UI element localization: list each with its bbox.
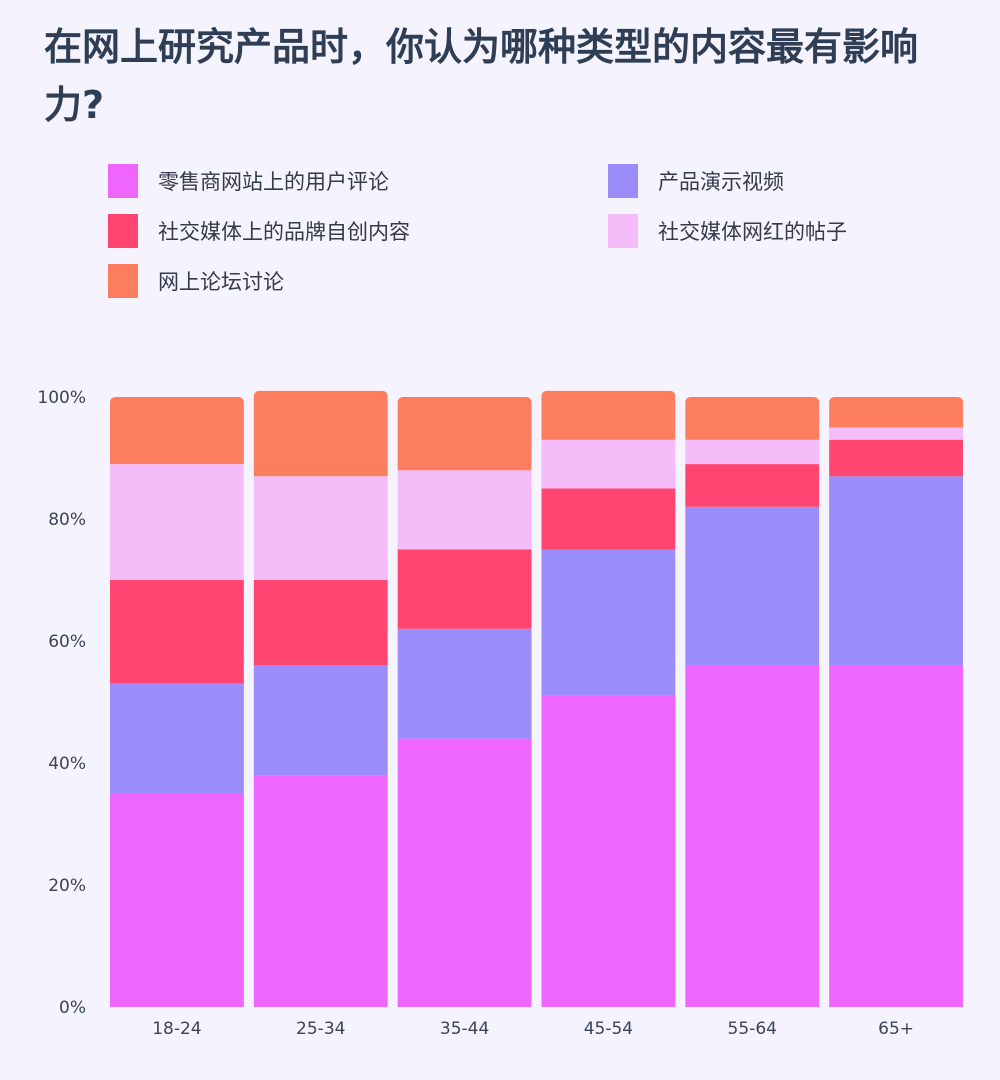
bar-segment[interactable] [253, 775, 388, 1007]
x-tick-label: 25-34 [296, 1019, 345, 1039]
legend-swatch [608, 214, 638, 248]
y-tick-label: 80% [48, 510, 86, 530]
bar-segment[interactable] [397, 549, 532, 629]
bar-segment[interactable] [253, 476, 388, 580]
legend-swatch [108, 264, 138, 298]
legend: 零售商网站上的用户评论 产品演示视频 社交媒体上的品牌自创内容 社交媒体网红的帖… [108, 160, 968, 310]
bar-segment[interactable] [253, 580, 388, 666]
legend-item-brand-content[interactable]: 社交媒体上的品牌自创内容 [108, 214, 410, 248]
bar-segment[interactable] [397, 628, 532, 739]
bar-segment[interactable] [685, 439, 820, 465]
legend-swatch [108, 214, 138, 248]
bar-segment[interactable] [685, 464, 820, 507]
legend-label: 社交媒体网红的帖子 [658, 220, 847, 244]
bar-segment[interactable] [829, 476, 963, 666]
y-tick-label: 0% [59, 998, 86, 1018]
bar-stack-18-24 [110, 397, 244, 1007]
bar-stack-55-64 [685, 397, 820, 1007]
legend-label: 产品演示视频 [658, 170, 784, 194]
legend-item-forum-discussions[interactable]: 网上论坛讨论 [108, 264, 284, 298]
bar-segment[interactable] [253, 665, 388, 776]
legend-item-influencer-posts[interactable]: 社交媒体网红的帖子 [608, 214, 847, 248]
x-tick-label: 35-44 [440, 1019, 489, 1039]
bar-segment[interactable] [110, 580, 244, 684]
bar-segment[interactable] [110, 683, 244, 794]
x-tick-label: 45-54 [584, 1019, 633, 1039]
bar-segment[interactable] [829, 397, 963, 428]
bar-segment[interactable] [829, 439, 963, 477]
x-tick-label: 18-24 [152, 1019, 201, 1039]
legend-swatch [108, 164, 138, 198]
legend-item-demo-videos[interactable]: 产品演示视频 [608, 164, 784, 198]
bar-segment[interactable] [685, 506, 820, 666]
bar-segment[interactable] [541, 695, 676, 1007]
bar-segment[interactable] [829, 427, 963, 440]
legend-label: 社交媒体上的品牌自创内容 [158, 220, 410, 244]
chart-title: 在网上研究产品时，你认为哪种类型的内容最有影响力? [44, 25, 919, 127]
legend-item-user-reviews[interactable]: 零售商网站上的用户评论 [108, 164, 389, 198]
bar-segment[interactable] [110, 793, 244, 1008]
bar-segment[interactable] [253, 390, 388, 477]
y-tick-label: 40% [48, 754, 86, 774]
bar-segment[interactable] [541, 439, 676, 489]
x-tick-label: 65+ [878, 1019, 914, 1039]
bar-segment[interactable] [110, 397, 244, 465]
bar-stack-25-34 [253, 390, 388, 1007]
bar-segment[interactable] [397, 738, 532, 1007]
bar-segment[interactable] [685, 665, 820, 1007]
bar-stack-35-44 [397, 397, 532, 1007]
bar-stack-65+ [829, 397, 963, 1007]
bar-segment[interactable] [397, 397, 532, 471]
bar-segment[interactable] [829, 665, 963, 1007]
legend-label: 零售商网站上的用户评论 [158, 170, 389, 194]
x-tick-label: 55-64 [728, 1019, 777, 1039]
y-tick-label: 100% [37, 388, 86, 408]
bar-segment[interactable] [110, 464, 244, 580]
y-tick-label: 20% [48, 876, 86, 896]
bar-segment[interactable] [541, 549, 676, 696]
y-tick-label: 60% [48, 632, 86, 652]
legend-label: 网上论坛讨论 [158, 270, 284, 294]
bar-stack-45-54 [541, 390, 676, 1007]
bar-segment[interactable] [685, 397, 820, 440]
legend-swatch [608, 164, 638, 198]
bar-segment[interactable] [541, 390, 676, 440]
bar-segment[interactable] [397, 470, 532, 550]
bar-segment[interactable] [541, 488, 676, 550]
